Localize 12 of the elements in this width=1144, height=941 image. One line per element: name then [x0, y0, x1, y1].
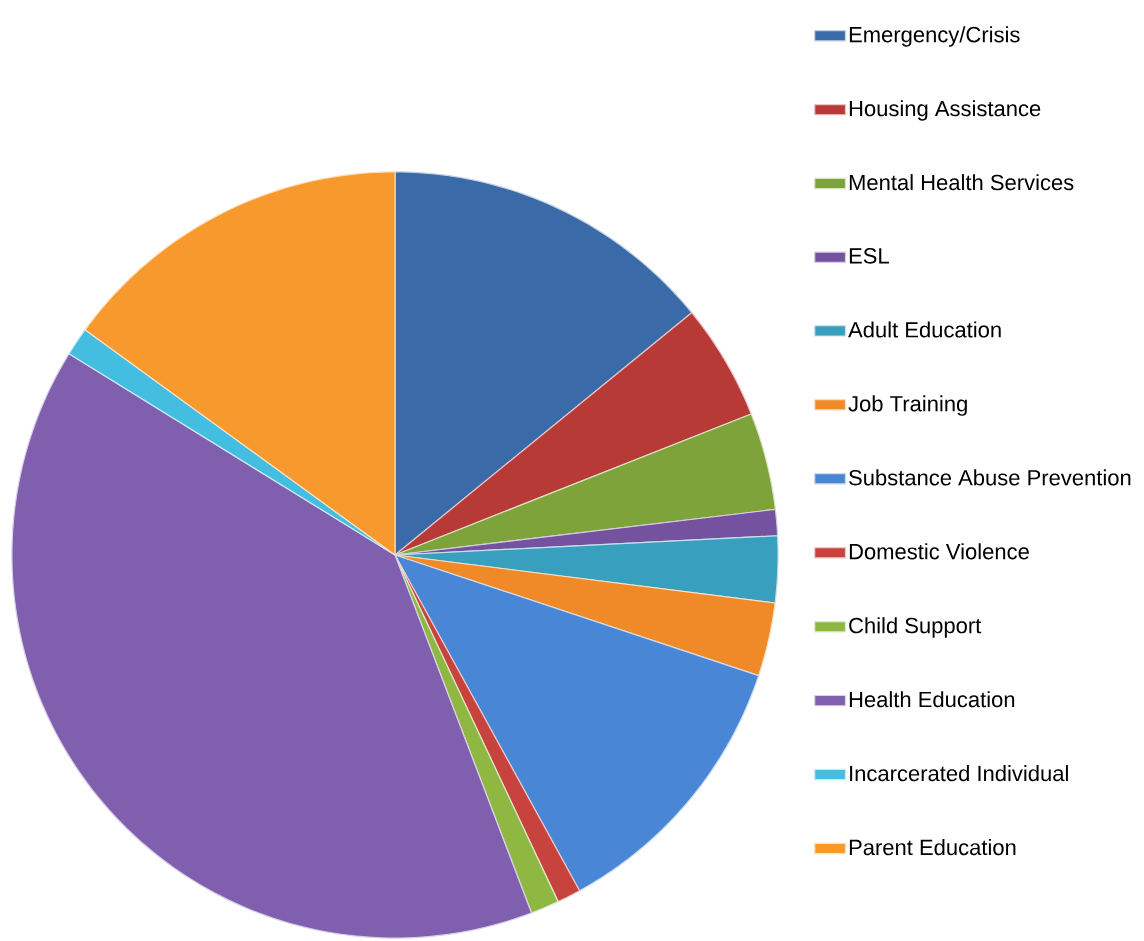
legend-label: Domestic Violence: [849, 543, 1029, 560]
legend-label: Parent Education: [849, 839, 1016, 856]
legend-label: ESL: [849, 248, 889, 264]
legend-label: Substance Abuse Prevention: [849, 469, 1131, 486]
legend-label: Incarcerated Individual: [850, 765, 1068, 782]
legend-label: Adult Education: [848, 321, 1001, 338]
legend-label: Job Training: [848, 395, 967, 416]
legend-label: Child Support: [849, 617, 982, 638]
legend-label: Health Education: [849, 691, 1015, 708]
legend-label: Mental Health Services: [849, 174, 1074, 191]
legend-label: Emergency/Crisis: [849, 26, 1020, 47]
legend-label: Housing Assistance: [849, 100, 1041, 121]
